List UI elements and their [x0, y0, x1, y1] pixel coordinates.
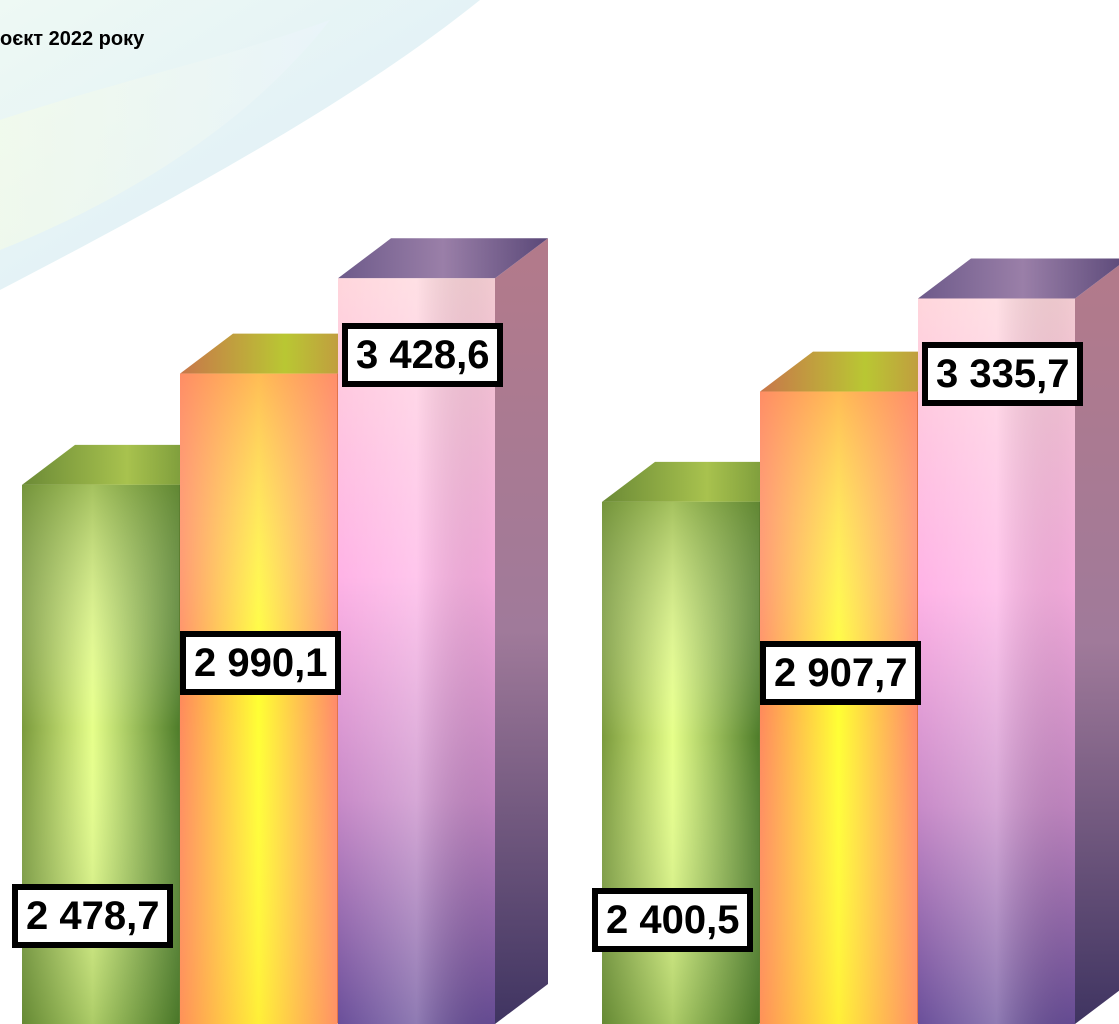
bar-top-face: [760, 351, 970, 392]
legend-text: оєкт 2022 року: [0, 28, 145, 50]
background-swoosh: [0, 0, 480, 290]
bar-side-face: [495, 238, 548, 1024]
bar-front-shading: [918, 298, 1075, 1024]
background-swoosh-lower: [0, 20, 330, 250]
value-label: 2 990,1: [180, 630, 342, 695]
bar-top-face: [918, 258, 1119, 299]
bar-pink-1: [338, 238, 548, 1024]
bar-front-shading: [180, 373, 337, 1024]
bar-top-face: [602, 461, 812, 502]
bar-pink-2: [918, 258, 1119, 1024]
bar-top-face: [22, 444, 232, 485]
bar-orange-2: [760, 351, 970, 1024]
bar-top-face: [338, 238, 548, 279]
value-label: 3 335,7: [922, 342, 1084, 407]
bar-group-2: [602, 258, 1119, 1024]
bar-front-shading: [760, 391, 917, 1024]
bar-front-shading: [338, 278, 495, 1024]
value-label: 3 428,6: [342, 323, 504, 388]
bar-top-face: [180, 333, 390, 374]
bar-side-face: [1075, 265, 1119, 1024]
value-label: 2 907,7: [760, 641, 922, 706]
value-label: 2 478,7: [12, 883, 174, 948]
value-label: 2 400,5: [592, 888, 754, 953]
